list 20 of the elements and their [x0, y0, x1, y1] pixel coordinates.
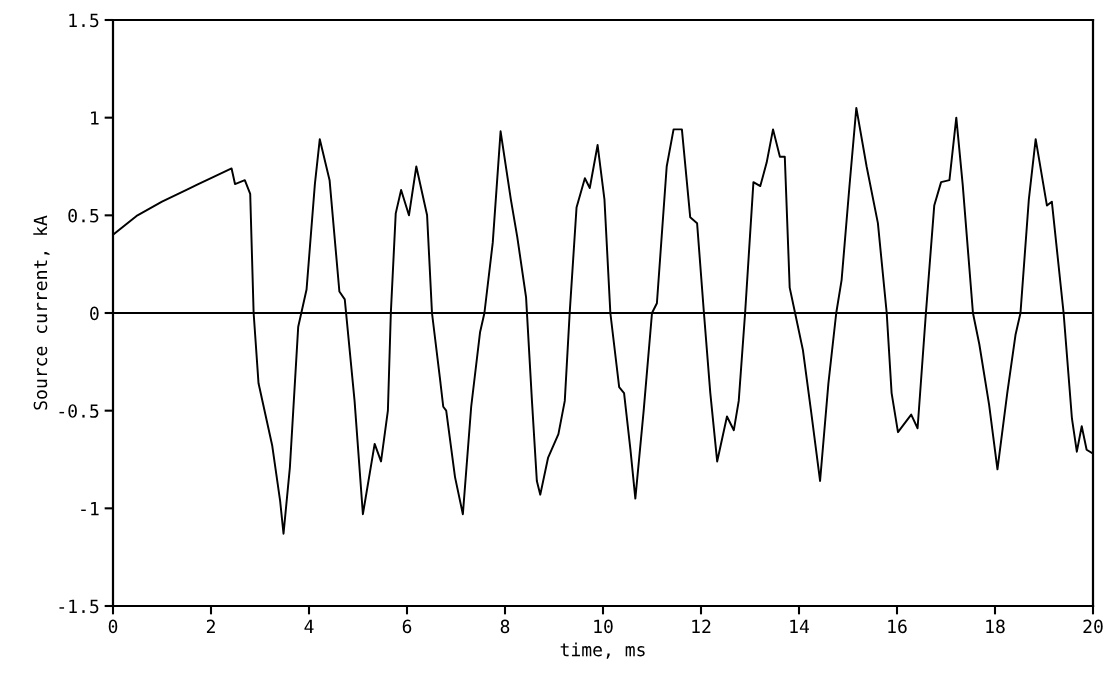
- x-tick-label: 4: [304, 619, 314, 634]
- x-tick-label: 0: [108, 619, 118, 634]
- y-tick-label: 0: [90, 306, 99, 321]
- x-tick-label: 6: [402, 619, 412, 634]
- x-tick-label: 2: [206, 619, 215, 634]
- x-tick-label: 14: [790, 619, 810, 634]
- y-tick-label: -1: [81, 502, 99, 516]
- x-tick-label: 18: [986, 619, 1005, 634]
- x-axis-title: time, ms: [560, 642, 645, 659]
- x-tick-label: 8: [500, 619, 510, 634]
- x-tick-label: 16: [888, 619, 907, 634]
- y-tick-label: -1.5: [59, 599, 99, 614]
- x-tick-label: 12: [692, 619, 711, 634]
- y-axis-title: Source current, kA: [33, 215, 50, 410]
- y-tick-label: 1.5: [69, 13, 99, 28]
- x-tick-label: 20: [1083, 619, 1103, 634]
- y-tick-label: -0.5: [59, 404, 99, 418]
- y-tick-label: 1: [91, 111, 99, 125]
- y-tick-label: 0.5: [68, 208, 99, 223]
- x-tick-label: 10: [594, 619, 613, 634]
